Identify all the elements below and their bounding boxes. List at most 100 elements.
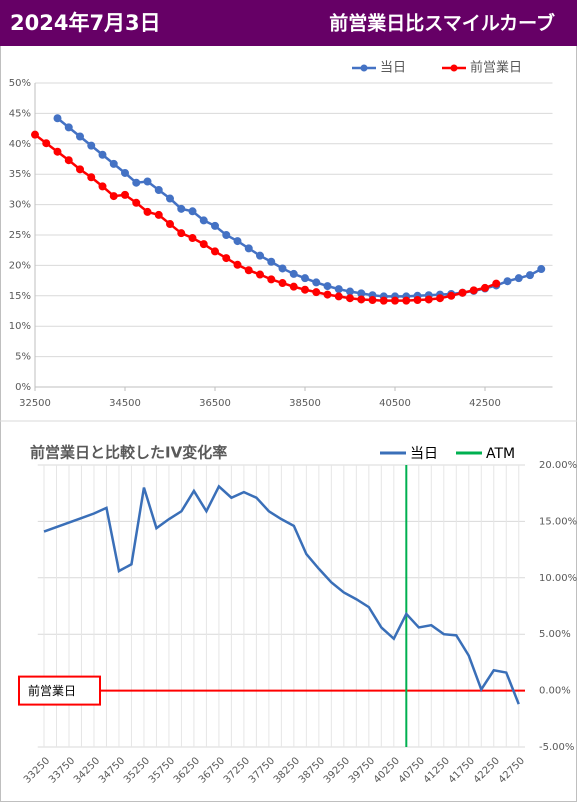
point [334,292,343,301]
point [278,279,287,288]
point [233,260,242,269]
legend-label: ATM [486,446,515,462]
y2-tick-label: 0.00% [539,686,571,697]
point [447,291,456,300]
header-date: 2024年7月3日 [10,11,161,35]
point [256,251,264,260]
point [357,295,366,304]
point [469,286,478,295]
y-tick-label: 40% [9,139,31,150]
legend-label: 当日 [380,61,406,76]
point [323,290,332,299]
y2-tick-label: 20.00% [539,460,577,471]
annotation-label: 前営業日 [28,683,76,698]
y2-tick-label: -5.00% [539,742,574,753]
point [458,288,467,297]
point [154,186,163,195]
point [53,114,62,123]
point [312,288,321,297]
point [244,266,253,275]
point [267,257,276,266]
y-tick-label: 45% [9,108,31,119]
point [188,234,197,243]
point [222,254,231,263]
point [42,139,51,148]
point [312,278,321,287]
x-tick-label: 36500 [199,398,231,409]
point [514,274,523,283]
header-title: 前営業日比スマイルカーブ [329,12,555,35]
point [334,285,343,294]
legend-label: 前営業日 [470,60,522,76]
point [64,156,73,165]
chart-title: 前営業日と比較したIV変化率 [30,444,227,462]
y-tick-label: 10% [9,321,31,332]
point [121,190,129,199]
x-tick-label: 38500 [289,398,321,409]
point [87,141,96,150]
y-tick-label: 50% [9,78,31,89]
point [143,207,152,216]
point [199,216,208,225]
point [199,240,208,249]
point [301,274,309,283]
point [98,182,107,191]
point [301,285,309,294]
point [76,132,84,141]
y-tick-label: 0% [15,382,31,393]
point [346,287,354,296]
y-tick-label: 30% [9,200,31,211]
point [31,130,39,139]
x-tick-label: 40500 [379,398,411,409]
header-bar [0,0,577,46]
legend-marker [450,64,458,72]
point [177,229,186,238]
y2-tick-label: 5.00% [539,629,571,640]
point [188,207,197,216]
point [109,192,118,201]
point [289,269,298,278]
x-tick-label: 34500 [109,398,141,409]
point [436,294,444,303]
x-tick-label: 42500 [469,398,501,409]
y-tick-label: 5% [15,352,31,363]
point [53,147,62,156]
point [166,194,174,203]
point [526,271,534,280]
point [87,173,96,182]
point [413,296,422,305]
point [233,237,242,246]
point [391,296,399,305]
point [346,294,354,303]
x-tick-label: 32500 [19,398,51,409]
point [256,270,264,279]
point [166,220,174,229]
point [379,296,388,305]
y-tick-label: 20% [9,260,31,271]
point [76,165,84,174]
point [402,296,411,305]
point [143,177,152,186]
point [267,275,276,284]
point [98,150,107,159]
y2-tick-label: 15.00% [539,516,577,527]
point [424,295,433,304]
legend-label: 当日 [410,446,438,462]
series-line [43,484,520,705]
point [121,168,129,177]
point [154,210,163,219]
point [278,264,287,273]
point [64,123,73,132]
point [109,159,118,168]
point [503,277,512,286]
point [368,296,377,305]
y-tick-label: 35% [9,169,31,180]
point [537,265,546,274]
point [289,282,298,291]
point [492,279,501,288]
legend-marker [360,64,368,72]
point [211,221,219,230]
y2-tick-label: 10.00% [539,573,577,584]
